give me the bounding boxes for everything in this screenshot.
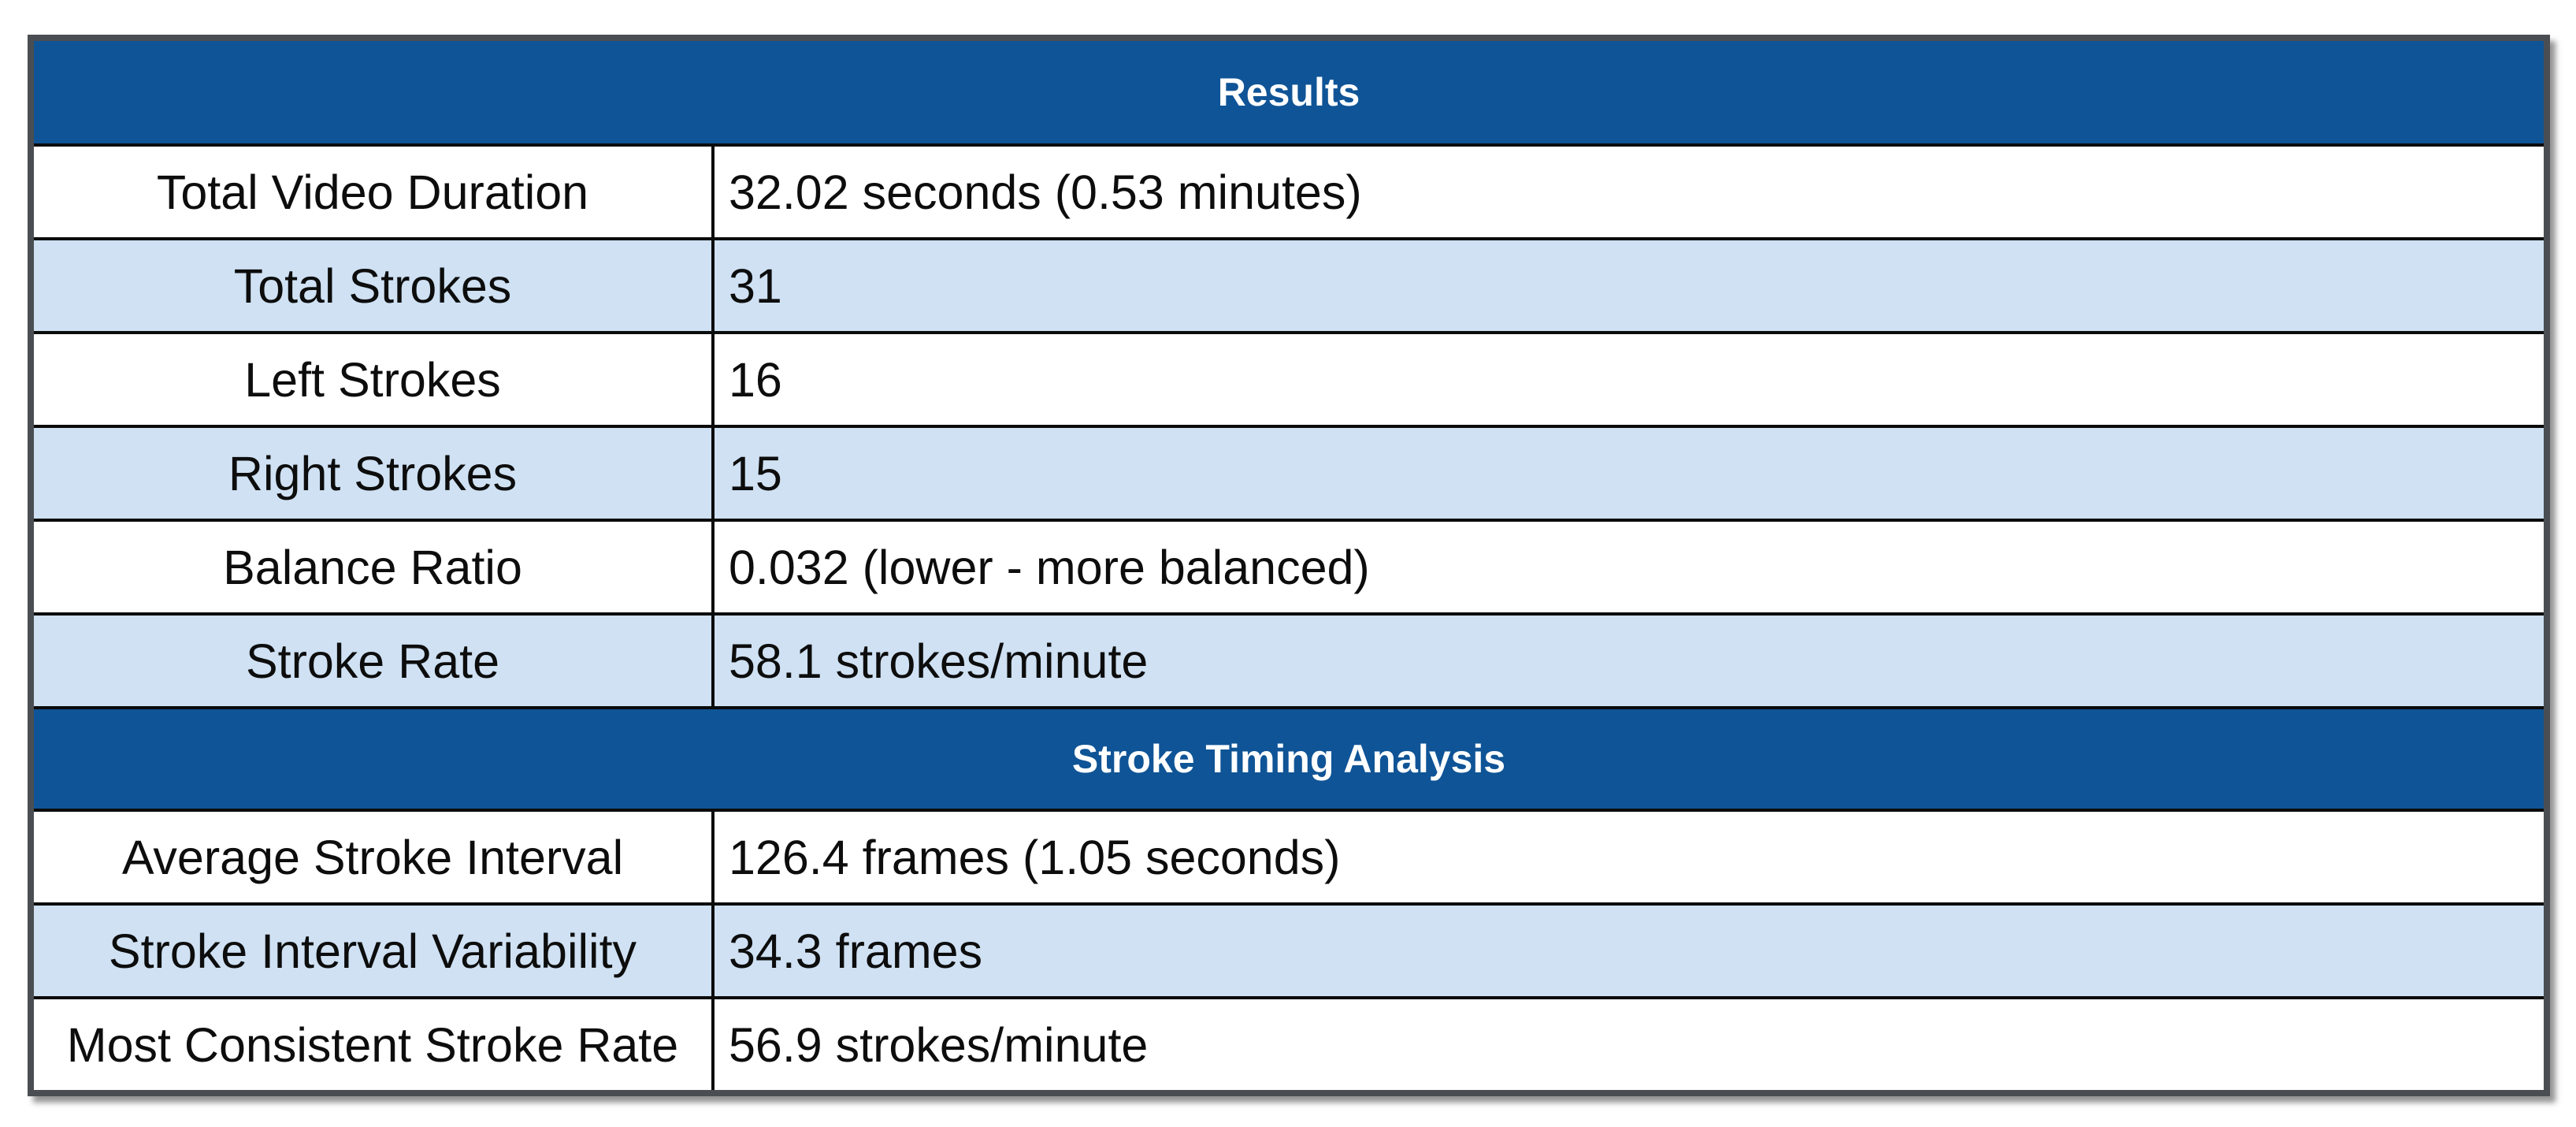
row-total-video-duration: Total Video Duration 32.02 seconds (0.53… (34, 143, 2544, 237)
average-stroke-interval-value: 126.4 frames (1.05 seconds) (729, 830, 1341, 884)
average-stroke-interval-label: Average Stroke Interval (34, 812, 715, 902)
results-section-header: Results (34, 41, 2544, 143)
stroke-interval-variability-value: 34.3 frames (729, 924, 983, 978)
total-video-duration-value: 32.02 seconds (0.53 minutes) (729, 165, 1362, 219)
most-consistent-stroke-rate-label: Most Consistent Stroke Rate (34, 999, 715, 1090)
right-strokes-label: Right Strokes (34, 428, 715, 519)
total-strokes-value: 31 (729, 259, 782, 313)
balance-ratio-value: 0.032 (lower - more balanced) (729, 540, 1370, 594)
balance-ratio-label: Balance Ratio (34, 522, 715, 612)
row-total-strokes: Total Strokes 31 (34, 237, 2544, 331)
results-section-title: Results (1217, 70, 1360, 114)
left-strokes-label: Left Strokes (34, 334, 715, 425)
row-left-strokes: Left Strokes 16 (34, 331, 2544, 425)
stroke-rate-value: 58.1 strokes/minute (729, 634, 1149, 688)
total-video-duration-label: Total Video Duration (34, 147, 715, 237)
right-strokes-value: 15 (729, 446, 782, 500)
results-table: Results Total Video Duration 32.02 secon… (28, 35, 2550, 1096)
stroke-rate-label: Stroke Rate (34, 616, 715, 706)
row-most-consistent-stroke-rate: Most Consistent Stroke Rate 56.9 strokes… (34, 996, 2544, 1090)
left-strokes-value: 16 (729, 352, 782, 407)
row-average-stroke-interval: Average Stroke Interval 126.4 frames (1.… (34, 809, 2544, 902)
row-stroke-rate: Stroke Rate 58.1 strokes/minute (34, 612, 2544, 706)
row-balance-ratio: Balance Ratio 0.032 (lower - more balanc… (34, 519, 2544, 612)
most-consistent-stroke-rate-value: 56.9 strokes/minute (729, 1017, 1149, 1072)
total-strokes-label: Total Strokes (34, 240, 715, 331)
stroke-interval-variability-label: Stroke Interval Variability (34, 906, 715, 996)
stroke-timing-section-header: Stroke Timing Analysis (34, 706, 2544, 809)
stroke-timing-section-title: Stroke Timing Analysis (1071, 737, 1506, 781)
row-stroke-interval-variability: Stroke Interval Variability 34.3 frames (34, 902, 2544, 996)
row-right-strokes: Right Strokes 15 (34, 425, 2544, 519)
